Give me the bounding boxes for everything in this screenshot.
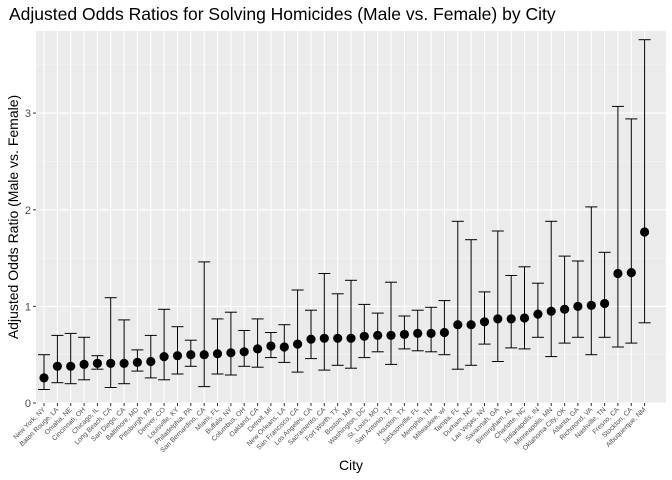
data-point: [546, 306, 556, 316]
data-point: [413, 328, 423, 338]
data-point: [132, 357, 142, 367]
data-point: [92, 358, 102, 368]
data-point: [293, 339, 303, 349]
data-point: [66, 361, 76, 371]
data-point: [399, 329, 409, 339]
data-point: [253, 344, 263, 354]
data-point: [212, 349, 223, 359]
x-axis-title: City: [339, 457, 363, 473]
data-point: [119, 358, 129, 368]
data-point: [479, 317, 490, 327]
data-point: [600, 298, 610, 309]
data-point: [346, 333, 356, 343]
data-point: [426, 328, 436, 338]
data-point: [560, 304, 570, 314]
data-point: [186, 350, 196, 360]
data-point: [306, 334, 316, 344]
y-axis: 0 1 2 3: [25, 108, 36, 410]
data-point: [373, 330, 383, 340]
y-tick-label: 1: [25, 301, 31, 313]
data-point: [613, 268, 623, 279]
data-point: [640, 227, 650, 237]
data-point: [106, 358, 116, 368]
data-point: [52, 361, 63, 371]
data-point: [519, 313, 530, 323]
data-point: [439, 327, 449, 338]
data-point: [586, 300, 596, 310]
data-point: [319, 333, 329, 343]
data-point: [226, 348, 236, 358]
data-point: [493, 314, 503, 324]
y-tick-label: 2: [25, 205, 31, 217]
data-point: [279, 342, 289, 352]
data-point: [199, 350, 209, 360]
data-point: [386, 330, 396, 340]
data-point: [533, 309, 543, 319]
data-point: [359, 331, 369, 341]
data-points: [39, 227, 650, 383]
data-point: [333, 333, 343, 343]
data-point: [172, 351, 183, 361]
data-point: [266, 341, 276, 351]
data-point: [453, 320, 463, 330]
data-point: [239, 347, 249, 357]
data-point: [159, 352, 169, 362]
error-bars: [38, 39, 651, 390]
y-axis-title: Adjusted Odds Ratio (Male vs. Female): [5, 95, 21, 339]
data-point: [146, 356, 156, 367]
chart-title: Adjusted Odds Ratios for Solving Homicid…: [9, 4, 556, 24]
data-point: [626, 268, 636, 278]
data-point: [466, 320, 476, 330]
data-point: [506, 314, 516, 324]
data-point: [39, 373, 49, 383]
y-tick-label: 0: [25, 398, 31, 410]
data-point: [573, 301, 583, 311]
y-tick-label: 3: [25, 108, 31, 120]
data-point: [79, 359, 89, 369]
